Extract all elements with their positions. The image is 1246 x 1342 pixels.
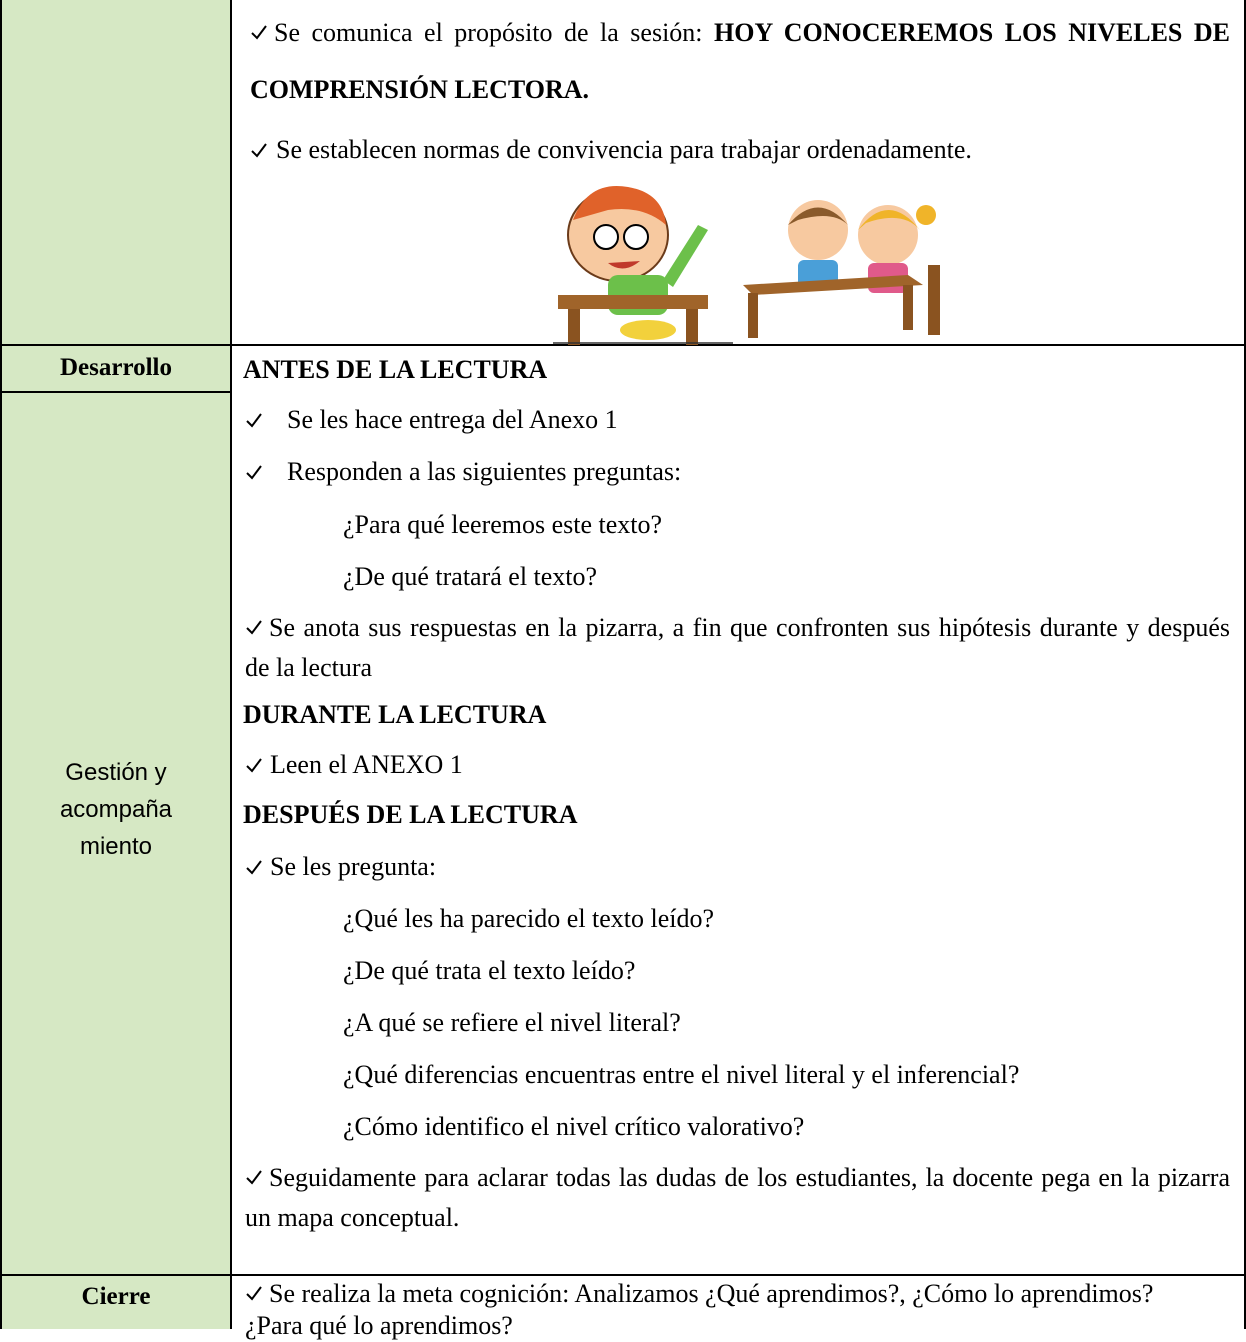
question: ¿Qué les ha parecido el texto leído? [343,904,715,933]
purpose-emphasis: HOY CONOCEREMOS LOS NIVELES DE COMPRENSI… [250,18,1230,104]
purpose-text: Se comunica el propósito de la sesión: [274,18,715,47]
list-item: Se les pregunta: [270,852,437,881]
note-text: Se realiza la meta cognición: Analizamos… [245,1279,1154,1340]
check-icon [246,758,262,773]
label-cell [0,0,232,345]
check-icon [246,1286,262,1301]
label-cell [0,345,232,1275]
purpose: Se comunica el propósito de la sesión: H… [250,4,1230,118]
row-label: Cierre [81,1283,151,1310]
note: Se realiza la meta cognición: Analizamos… [245,1278,1205,1342]
check-icon [246,860,262,875]
note-text: Seguidamente para aclarar todas las duda… [245,1163,1230,1232]
row-border [0,391,232,393]
row-sublabel: acompaña [59,796,173,823]
row-label: Desarrollo [59,354,172,381]
question: ¿Qué diferencias encuentras entre el niv… [343,1060,1020,1089]
note: Se anota sus respuestas en la pizarra, a… [245,608,1230,688]
row-border [0,344,1246,346]
check-icon [246,620,262,635]
question: ¿De qué tratará el texto? [343,562,598,591]
content-cell [232,0,1246,1329]
question: ¿A qué se refiere el nivel literal? [343,1008,681,1037]
question: ¿Cómo identifico el nivel crítico valora… [343,1112,805,1141]
check-icon [251,25,267,40]
row-border [0,1274,1246,1276]
check-icon [246,1170,262,1185]
section-heading: ANTES DE LA LECTURA [243,355,548,384]
list-item: Leen el ANEXO 1 [270,750,463,779]
check-icon [246,465,262,480]
section-heading: DURANTE LA LECTURA [243,700,547,729]
check-icon [251,143,267,158]
question: ¿De qué trata el texto leído? [343,956,636,985]
question: ¿Para qué leeremos este texto? [343,510,663,539]
list-item: Se les hace entrega del Anexo 1 [287,405,618,434]
note: Seguidamente para aclarar todas las duda… [245,1158,1230,1238]
illustration [553,185,940,345]
list-item: Responden a las siguientes preguntas: [287,457,682,486]
check-icon [246,413,262,428]
row-sublabel: Gestión y [65,759,167,786]
label-cell [0,1275,232,1329]
note-text: Se anota sus respuestas en la pizarra, a… [245,613,1230,682]
row-sublabel: miento [79,833,153,860]
norms: Se establecen normas de convivencia para… [276,135,972,164]
section-heading: DESPUÉS DE LA LECTURA [243,800,578,829]
